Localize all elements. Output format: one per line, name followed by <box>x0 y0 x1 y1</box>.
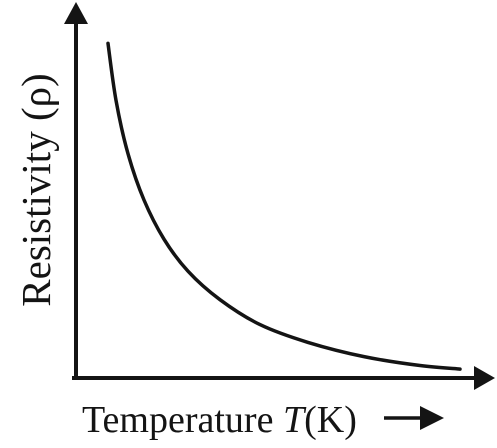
x-label-arrowhead-icon <box>420 406 444 430</box>
x-axis-arrowhead <box>474 366 495 390</box>
x-axis-label-text: Temperature <box>82 399 283 441</box>
y-axis-label: Resistivity (ρ) <box>13 73 59 306</box>
y-axis-arrowhead <box>64 2 88 24</box>
x-axis-label-symbol: T <box>283 399 307 441</box>
resistivity-curve <box>106 41 462 371</box>
x-axis-label-unit: (K) <box>304 399 357 441</box>
x-axis-label: Temperature T(K) <box>82 399 357 441</box>
